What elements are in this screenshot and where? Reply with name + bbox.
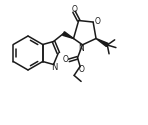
Polygon shape — [96, 38, 108, 46]
Polygon shape — [63, 32, 74, 38]
Text: N: N — [51, 63, 58, 72]
Text: O: O — [72, 5, 78, 14]
Text: O: O — [78, 65, 84, 74]
Text: O: O — [94, 16, 100, 26]
Text: N: N — [79, 44, 84, 53]
Text: O: O — [63, 55, 69, 64]
